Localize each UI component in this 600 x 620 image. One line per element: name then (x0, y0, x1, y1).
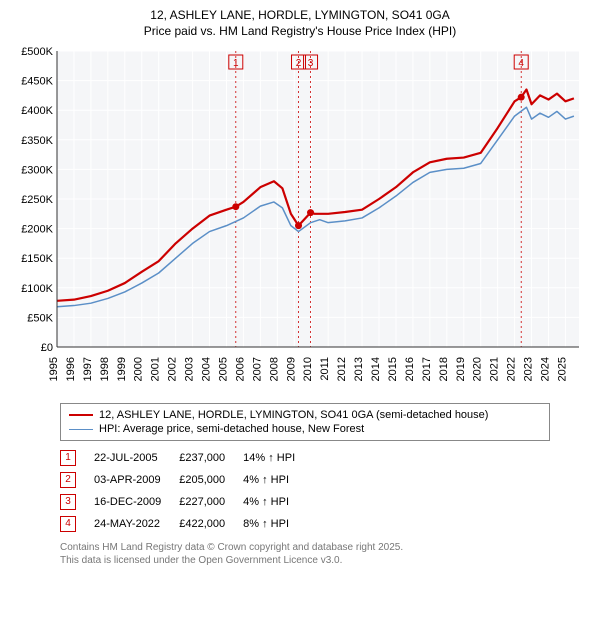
sale-diff: 4% ↑ HPI (243, 469, 313, 491)
table-row: 3 16-DEC-2009£227,0004% ↑ HPI (60, 491, 313, 513)
svg-text:£100K: £100K (21, 283, 53, 295)
sale-date: 24-MAY-2022 (94, 513, 179, 535)
chart: £0 £50K £100K £150K £200K £250K £300K £350K £400… (15, 45, 585, 395)
svg-text:2011: 2011 (319, 357, 331, 381)
svg-text:2005: 2005 (217, 357, 229, 381)
legend-swatch (69, 429, 93, 430)
sale-marker-icon: 3 (60, 494, 76, 510)
legend-item: HPI: Average price, semi-detached house,… (69, 422, 541, 436)
svg-text:2000: 2000 (133, 357, 145, 381)
svg-text:1995: 1995 (48, 357, 60, 381)
footer: Contains HM Land Registry data © Crown c… (60, 541, 590, 567)
svg-text:£300K: £300K (21, 165, 53, 177)
sale-date: 16-DEC-2009 (94, 491, 179, 513)
sale-diff: 14% ↑ HPI (243, 447, 313, 469)
svg-text:2015: 2015 (387, 357, 399, 381)
svg-text:2013: 2013 (353, 357, 365, 381)
footer-line-1: Contains HM Land Registry data © Crown c… (60, 542, 403, 553)
sales-table: 1 22-JUL-2005£237,00014% ↑ HPI 2 03-APR-200… (60, 447, 313, 535)
svg-text:2021: 2021 (489, 357, 501, 381)
sale-diff: 4% ↑ HPI (243, 491, 313, 513)
sale-marker-icon: 1 (60, 450, 76, 466)
svg-text:£200K: £200K (21, 224, 53, 236)
svg-text:3: 3 (308, 58, 314, 69)
sale-price: £227,000 (179, 491, 243, 513)
svg-text:£50K: £50K (27, 313, 53, 325)
svg-text:1999: 1999 (116, 357, 128, 381)
svg-text:£0: £0 (41, 342, 53, 354)
table-row: 2 03-APR-2009£205,0004% ↑ HPI (60, 469, 313, 491)
title-line-1: 12, ASHLEY LANE, HORDLE, LYMINGTON, SO41… (150, 8, 449, 22)
svg-text:£250K: £250K (21, 194, 53, 206)
svg-text:£450K: £450K (21, 76, 53, 88)
svg-text:1: 1 (233, 58, 239, 69)
svg-text:2014: 2014 (370, 357, 382, 381)
table-row: 4 24-MAY-2022£422,0008% ↑ HPI (60, 513, 313, 535)
svg-text:2019: 2019 (455, 357, 467, 381)
svg-text:2009: 2009 (285, 357, 297, 381)
svg-text:£400K: £400K (21, 105, 53, 117)
svg-text:2022: 2022 (506, 357, 518, 381)
svg-text:2018: 2018 (438, 357, 450, 381)
chart-title: 12, ASHLEY LANE, HORDLE, LYMINGTON, SO41… (10, 8, 590, 39)
svg-text:2024: 2024 (539, 357, 551, 381)
sale-date: 22-JUL-2005 (94, 447, 179, 469)
svg-text:2012: 2012 (336, 357, 348, 381)
svg-text:2004: 2004 (201, 357, 213, 381)
svg-text:2023: 2023 (523, 357, 535, 381)
svg-text:4: 4 (518, 58, 524, 69)
svg-text:2006: 2006 (234, 357, 246, 381)
title-line-2: Price paid vs. HM Land Registry's House … (144, 24, 456, 38)
svg-text:2017: 2017 (421, 357, 433, 381)
legend-label: 12, ASHLEY LANE, HORDLE, LYMINGTON, SO41… (99, 409, 488, 421)
legend-item: 12, ASHLEY LANE, HORDLE, LYMINGTON, SO41… (69, 408, 541, 422)
legend-swatch (69, 414, 93, 416)
svg-text:£500K: £500K (21, 46, 53, 58)
svg-text:£350K: £350K (21, 135, 53, 147)
svg-text:2010: 2010 (302, 357, 314, 381)
svg-text:2025: 2025 (556, 357, 568, 381)
svg-text:1998: 1998 (99, 357, 111, 381)
footer-line-2: This data is licensed under the Open Gov… (60, 555, 342, 566)
svg-text:£150K: £150K (21, 253, 53, 265)
svg-text:2016: 2016 (404, 357, 416, 381)
legend: 12, ASHLEY LANE, HORDLE, LYMINGTON, SO41… (60, 403, 550, 441)
svg-text:2: 2 (296, 58, 302, 69)
sale-date: 03-APR-2009 (94, 469, 179, 491)
svg-text:2003: 2003 (184, 357, 196, 381)
svg-text:2007: 2007 (251, 357, 263, 381)
sale-price: £422,000 (179, 513, 243, 535)
sale-price: £205,000 (179, 469, 243, 491)
sale-price: £237,000 (179, 447, 243, 469)
sale-diff: 8% ↑ HPI (243, 513, 313, 535)
svg-text:1996: 1996 (65, 357, 77, 381)
svg-text:2020: 2020 (472, 357, 484, 381)
svg-text:2002: 2002 (167, 357, 179, 381)
svg-text:2008: 2008 (268, 357, 280, 381)
svg-text:2001: 2001 (150, 357, 162, 381)
legend-label: HPI: Average price, semi-detached house,… (99, 423, 364, 435)
sale-marker-icon: 2 (60, 472, 76, 488)
svg-text:1997: 1997 (82, 357, 94, 381)
table-row: 1 22-JUL-2005£237,00014% ↑ HPI (60, 447, 313, 469)
sale-marker-icon: 4 (60, 516, 76, 532)
